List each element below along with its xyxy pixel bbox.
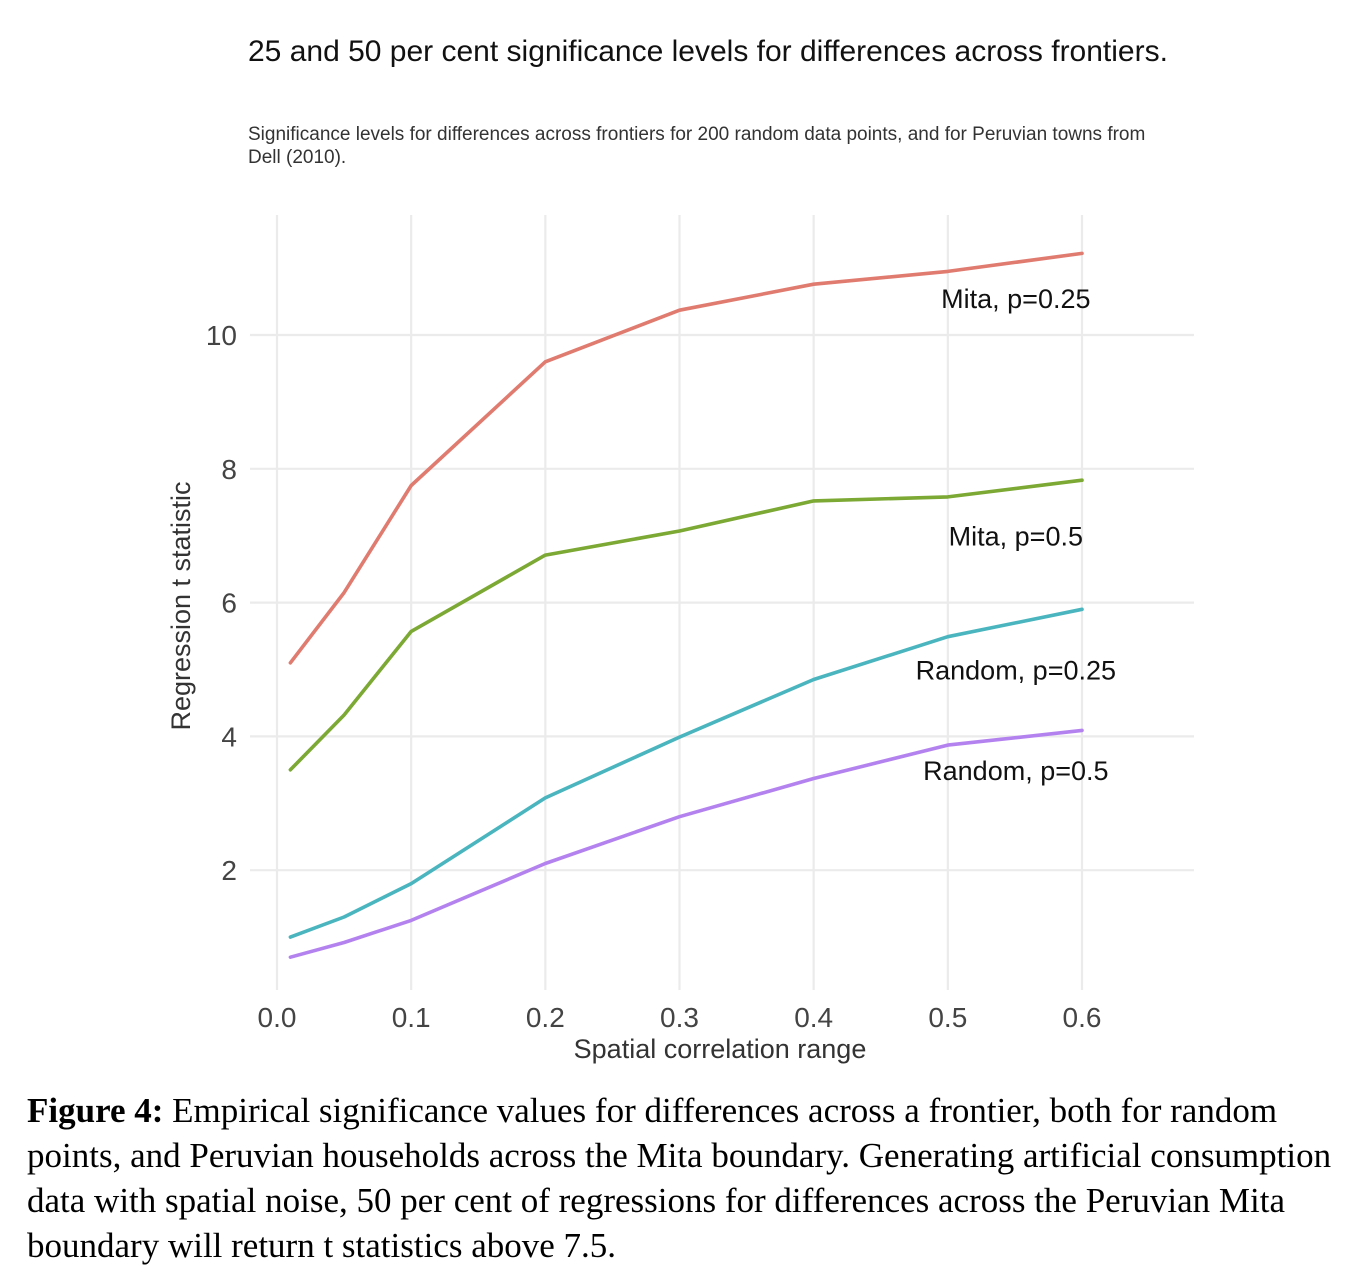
caption-label: Figure 4: bbox=[27, 1091, 164, 1130]
figure-caption: Figure 4: Empirical significance values … bbox=[27, 1088, 1337, 1268]
chart-subtitle: Significance levels for differences acro… bbox=[248, 124, 1146, 168]
chart-title: 25 and 50 per cent significance levels f… bbox=[248, 35, 1168, 68]
x-tick-label: 0.2 bbox=[526, 1002, 565, 1033]
series-line-2 bbox=[288, 607, 1084, 939]
x-tick-label: 0.0 bbox=[258, 1002, 297, 1033]
series-label-2: Random, p=0.25 bbox=[916, 656, 1116, 686]
series-lines bbox=[288, 251, 1084, 960]
caption-text: Empirical significance values for differ… bbox=[27, 1091, 1332, 1265]
series-labels: Mita, p=0.25 Mita, p=0.5 Random, p=0.25 Ran… bbox=[916, 284, 1116, 786]
series-line-0 bbox=[288, 251, 1084, 665]
x-tick-label: 0.3 bbox=[660, 1002, 699, 1033]
x-axis-ticks: 0.0 0.1 0.2 0.3 0.4 0.5 0.6 bbox=[258, 1002, 1102, 1033]
series-label-3: Random, p=0.5 bbox=[923, 756, 1108, 786]
grid-lines bbox=[250, 215, 1194, 990]
y-axis-ticks: 2 4 6 8 10 bbox=[206, 320, 237, 886]
y-tick-label: 4 bbox=[221, 721, 237, 752]
line-chart: Mita, p=0.25 Mita, p=0.5 Random, p=0.25 Ran… bbox=[166, 215, 1194, 1064]
y-tick-label: 6 bbox=[221, 588, 237, 619]
series-label-1: Mita, p=0.5 bbox=[949, 522, 1083, 552]
x-tick-label: 0.1 bbox=[392, 1002, 431, 1033]
y-tick-label: 10 bbox=[206, 320, 237, 351]
x-axis-label: Spatial correlation range bbox=[574, 1034, 867, 1064]
y-tick-label: 2 bbox=[221, 855, 237, 886]
x-tick-label: 0.4 bbox=[794, 1002, 833, 1033]
series-line-3 bbox=[288, 728, 1084, 960]
x-tick-label: 0.6 bbox=[1063, 1002, 1102, 1033]
series-label-0: Mita, p=0.25 bbox=[941, 284, 1090, 314]
y-tick-label: 8 bbox=[221, 454, 237, 485]
x-tick-label: 0.5 bbox=[928, 1002, 967, 1033]
y-axis-label: Regression t statistic bbox=[166, 481, 196, 730]
series-line-1 bbox=[288, 478, 1084, 772]
